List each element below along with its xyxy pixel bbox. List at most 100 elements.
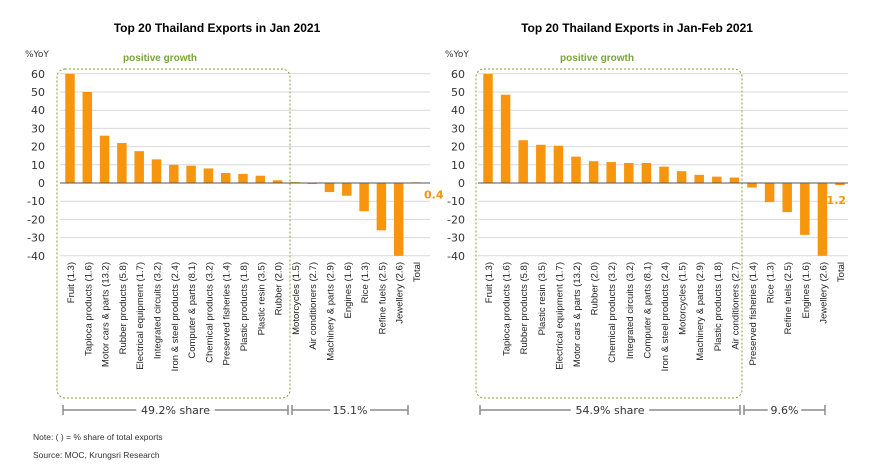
x-tick-label: Electrical equipment (1.7)	[135, 262, 146, 370]
x-tick-label: Motorcycles (1.5)	[678, 262, 689, 335]
y-tick-label: -20	[447, 213, 465, 226]
bar-engines-1-6	[800, 183, 810, 235]
x-tick-label: Motor cars & parts (13.2)	[101, 262, 112, 367]
bar-rubber-products-5-8	[117, 142, 127, 183]
x-tick-label: Iron & steel products (2.4)	[170, 262, 181, 371]
x-tick-label: Plastic products (1.8)	[713, 262, 724, 351]
y-tick-label: 10	[31, 159, 45, 172]
bar-motor-cars-parts-13-2	[99, 135, 110, 183]
y-tick-label: -10	[27, 195, 45, 208]
source-text: Source: MOC, Krungsri Research	[33, 450, 160, 460]
bar-electrical-equipment-1-7	[553, 145, 564, 183]
x-tick-label: Integrated circuits (3.2)	[153, 262, 164, 359]
x-tick-label: Rubber (2.0)	[590, 262, 601, 315]
bar-integrated-circuits-3-2	[624, 162, 634, 183]
y-tick-label: 10	[451, 159, 465, 172]
x-tick-label: Fruit (1.3)	[484, 262, 495, 303]
y-axis-label: %YoY	[445, 50, 469, 60]
bar-chemical-products-3-2	[606, 162, 616, 183]
y-tick-label: 50	[31, 86, 45, 99]
bar-air-conditioners-2-7	[729, 177, 740, 183]
bar-total	[835, 183, 845, 186]
bar-jewellery-2-6	[817, 183, 828, 256]
y-tick-label: 60	[31, 68, 45, 81]
y-tick-label: -30	[447, 232, 465, 245]
x-tick-label: Integrated circuits (3.2)	[625, 262, 636, 359]
y-tick-label: 0	[458, 177, 465, 190]
bar-jewellery-2-6	[393, 183, 404, 256]
x-tick-label: Air conditioners (2.7)	[730, 262, 741, 350]
y-tick-label: 20	[31, 141, 45, 154]
x-tick-label: Rice (1.3)	[360, 262, 371, 303]
bar-refine-fuels-2-5	[782, 183, 792, 213]
y-tick-label: 50	[451, 86, 465, 99]
bar-computer-parts-8-1	[186, 165, 196, 183]
bar-rice-1-3	[359, 183, 369, 212]
x-tick-label: Machinery & parts (2.9)	[695, 262, 706, 361]
x-tick-label: Motor cars & parts (13.2)	[572, 262, 583, 367]
x-tick-label: Iron & steel products (2.4)	[660, 262, 671, 371]
y-tick-label: 0	[38, 177, 45, 190]
bar-rubber-2-0	[272, 180, 283, 183]
bar-refine-fuels-2-5	[376, 183, 387, 231]
bar-motorcycles-1-5	[676, 171, 687, 183]
y-tick-label: -30	[27, 232, 45, 245]
x-tick-label: Computer & parts (8.1)	[642, 262, 653, 359]
bar-engines-1-6	[342, 183, 352, 196]
x-tick-label: Jewellery (2.6)	[395, 262, 406, 324]
x-tick-label: Chemical products (3.2)	[204, 262, 215, 363]
x-tick-label: Preserved fisheries (1.4)	[222, 262, 233, 365]
bar-plastic-products-1-8	[238, 173, 248, 183]
y-tick-label: 20	[451, 141, 465, 154]
bar-iron-steel-products-2-4	[659, 166, 669, 183]
bar-iron-steel-products-2-4	[169, 164, 179, 183]
total-data-label: 0.4	[424, 188, 444, 201]
bar-chemical-products-3-2	[203, 168, 214, 183]
x-tick-label: Total	[412, 262, 423, 282]
x-tick-label: Rubber products (5.8)	[118, 262, 129, 354]
positive-growth-label: positive growth	[123, 53, 197, 64]
x-tick-label: Tapioca products (1.6)	[83, 262, 94, 356]
bar-preserved-fisheries-1-4	[747, 183, 757, 188]
x-tick-label: Air conditioners (2.7)	[308, 262, 319, 350]
bar-machinery-parts-2-9	[324, 183, 335, 193]
x-tick-label: Engines (1.6)	[801, 262, 812, 319]
share-label: 9.6%	[771, 404, 799, 417]
chart-title: Top 20 Thailand Exports in Jan 2021	[114, 21, 321, 35]
chart-title: Top 20 Thailand Exports in Jan-Feb 2021	[521, 21, 753, 35]
bar-fruit-1-3	[483, 73, 493, 183]
positive-growth-box	[475, 68, 743, 399]
x-tick-label: Computer & parts (8.1)	[187, 262, 198, 359]
x-tick-label: Refine fuels (2.5)	[783, 262, 794, 334]
x-tick-label: Preserved fisheries (1.4)	[748, 262, 759, 365]
y-tick-label: 60	[451, 68, 465, 81]
bar-fruit-1-3	[65, 73, 75, 183]
x-tick-label: Total	[836, 262, 847, 282]
y-tick-label: -20	[27, 213, 45, 226]
bar-rubber-2-0	[588, 161, 599, 183]
y-tick-label: 40	[31, 104, 45, 117]
bar-plastic-resin-3-5	[536, 144, 546, 183]
x-tick-label: Jewellery (2.6)	[818, 262, 829, 324]
bar-tapioca-products-1-6	[82, 92, 93, 183]
bar-motor-cars-parts-13-2	[571, 156, 581, 183]
bar-machinery-parts-2-9	[694, 174, 704, 183]
y-axis-label: %YoY	[25, 50, 49, 60]
share-label: 54.9% share	[576, 404, 645, 417]
note-text: Note: ( ) = % share of total exports	[33, 432, 163, 442]
bar-plastic-resin-3-5	[255, 175, 266, 183]
x-tick-label: Plastic products (1.8)	[239, 262, 250, 351]
bar-tapioca-products-1-6	[500, 94, 511, 183]
x-tick-label: Motorcycles (1.5)	[291, 262, 302, 335]
x-tick-label: Rubber products (5.8)	[519, 262, 530, 354]
bar-integrated-circuits-3-2	[151, 159, 162, 183]
x-tick-label: Fruit (1.3)	[66, 262, 77, 303]
y-tick-label: -10	[447, 195, 465, 208]
bar-computer-parts-8-1	[641, 162, 652, 183]
x-tick-label: Chemical products (3.2)	[607, 262, 618, 363]
bar-plastic-products-1-8	[712, 176, 722, 183]
x-tick-label: Engines (1.6)	[343, 262, 354, 319]
x-tick-label: Machinery & parts (2.9)	[326, 262, 337, 361]
y-tick-label: -40	[447, 250, 465, 263]
